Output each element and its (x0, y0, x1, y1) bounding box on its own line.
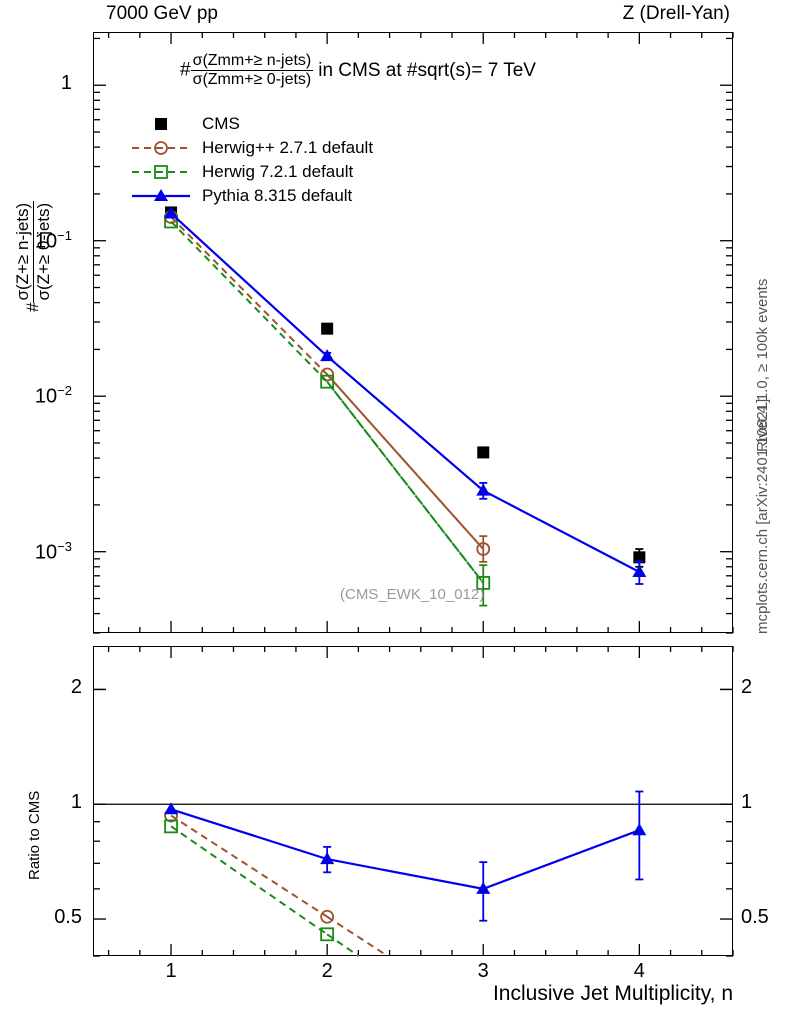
ratio-ytick-label-05-left: 0.5 (54, 906, 82, 929)
ratio-ytick-label-2-left: 2 (70, 676, 82, 699)
ratio-data-marker (320, 909, 335, 924)
ratio-plot-panel (93, 646, 733, 956)
header-process-label: Z (Drell-Yan) (622, 3, 730, 24)
ratio-series-line (170, 814, 328, 918)
plot-title-prefix: # (180, 59, 191, 81)
plot-title-denominator: σ(Zmm+≥ 0-jets) (192, 71, 312, 88)
y-axis-label-prefix: # (22, 302, 42, 312)
plot-title-numerator: σ(Zmm+≥ n-jets) (190, 52, 314, 71)
legend-marker (154, 189, 168, 201)
plot-title: # σ(Zmm+≥ n-jets) σ(Zmm+≥ 0-jets) in CMS at… (180, 52, 536, 89)
data-marker (321, 322, 334, 335)
ratio-series-line-ext (326, 933, 360, 957)
data-marker (477, 446, 490, 459)
legend-marker-square-filled (130, 114, 192, 134)
ratio-data-marker (476, 881, 491, 894)
ratio-series-line (170, 808, 640, 890)
legend-marker-square-open (130, 162, 192, 182)
data-marker (476, 575, 491, 590)
ytick-label-1: 1 (60, 72, 72, 95)
data-marker (632, 565, 647, 578)
legend-label: CMS (202, 114, 240, 133)
legend: CMS Herwig++ 2.7.1 default Herwig 7.2.1 de… (130, 112, 373, 208)
ytick-label-1e-1: 10−1 (34, 227, 72, 253)
legend-entry: Pythia 8.315 default (130, 184, 373, 208)
ytick-label-1e-2: 10−2 (34, 383, 72, 408)
y-axis-label: # σ(Z+≥ n-jets) σ(Z+≥ 0-jets) (13, 200, 54, 312)
main-axis-ticks (93, 32, 734, 634)
legend-marker-triangle-filled (130, 186, 192, 206)
ratio-ytick-label-05-right: 0.5 (741, 906, 769, 929)
ratio-data-marker (164, 802, 179, 815)
legend-marker (154, 141, 168, 155)
ytick-label-1e-3: 10−3 (34, 538, 72, 564)
ratio-series-line (170, 825, 328, 936)
data-marker (320, 349, 335, 362)
data-marker (164, 206, 179, 219)
series-line (170, 220, 485, 584)
legend-marker (154, 165, 168, 179)
ratio-ytick-label-1-left: 1 (70, 791, 82, 814)
ratio-series-line-ext (326, 915, 389, 957)
plot-title-fraction: σ(Zmm+≥ n-jets) σ(Zmm+≥ 0-jets) (190, 52, 314, 89)
series-line-ext (326, 373, 484, 550)
y-axis-label-fraction: σ(Z+≥ n-jets) σ(Z+≥ 0-jets) (13, 200, 54, 303)
xtick-label-2: 2 (321, 960, 333, 982)
ratio-data-marker (632, 823, 647, 836)
legend-marker (155, 118, 167, 130)
xtick-label-4: 4 (633, 960, 645, 982)
data-marker (320, 374, 335, 389)
ratio-data-series (164, 790, 647, 957)
data-marker (476, 483, 491, 496)
main-data-series (164, 206, 647, 607)
series-line-ext (326, 381, 485, 584)
data-marker (476, 542, 491, 556)
header-beam-label: 7000 GeV pp (106, 3, 218, 24)
ratio-ytick-label-1-right: 1 (741, 791, 753, 814)
legend-label: Herwig++ 2.7.1 default (202, 138, 374, 157)
ratio-y-axis-label: Ratio to CMS (26, 790, 43, 880)
legend-marker-circle-open (130, 138, 192, 158)
series-line (170, 212, 640, 574)
main-plot-panel (93, 32, 733, 633)
ratio-axis-ticks (93, 646, 734, 957)
ratio-data-marker (320, 852, 335, 865)
legend-entry: Herwig 7.2.1 default (130, 160, 373, 184)
xtick-label-3: 3 (477, 960, 489, 982)
plot-title-suffix: in CMS at #sqrt(s)= 7 TeV (318, 59, 536, 81)
y-axis-label-numerator: σ(Z+≥ n-jets) (13, 200, 34, 303)
x-axis-label: Inclusive Jet Multiplicity, n (492, 982, 733, 1005)
ratio-data-marker (164, 819, 178, 834)
xtick-label-1: 1 (165, 960, 177, 982)
legend-label: Herwig 7.2.1 default (202, 162, 354, 181)
analysis-id-watermark: (CMS_EWK_10_012) (340, 586, 485, 603)
y-axis-label-denominator: σ(Z+≥ 0-jets) (34, 202, 53, 301)
ratio-data-marker (320, 927, 335, 942)
mcplots-source-label: mcplots.cern.ch [arXiv:2401.10621] (754, 398, 771, 634)
ratio-ytick-label-2-right: 2 (741, 676, 753, 699)
legend-entry: CMS (130, 112, 373, 136)
legend-label: Pythia 8.315 default (202, 186, 353, 205)
legend-entry: Herwig++ 2.7.1 default (130, 136, 373, 160)
